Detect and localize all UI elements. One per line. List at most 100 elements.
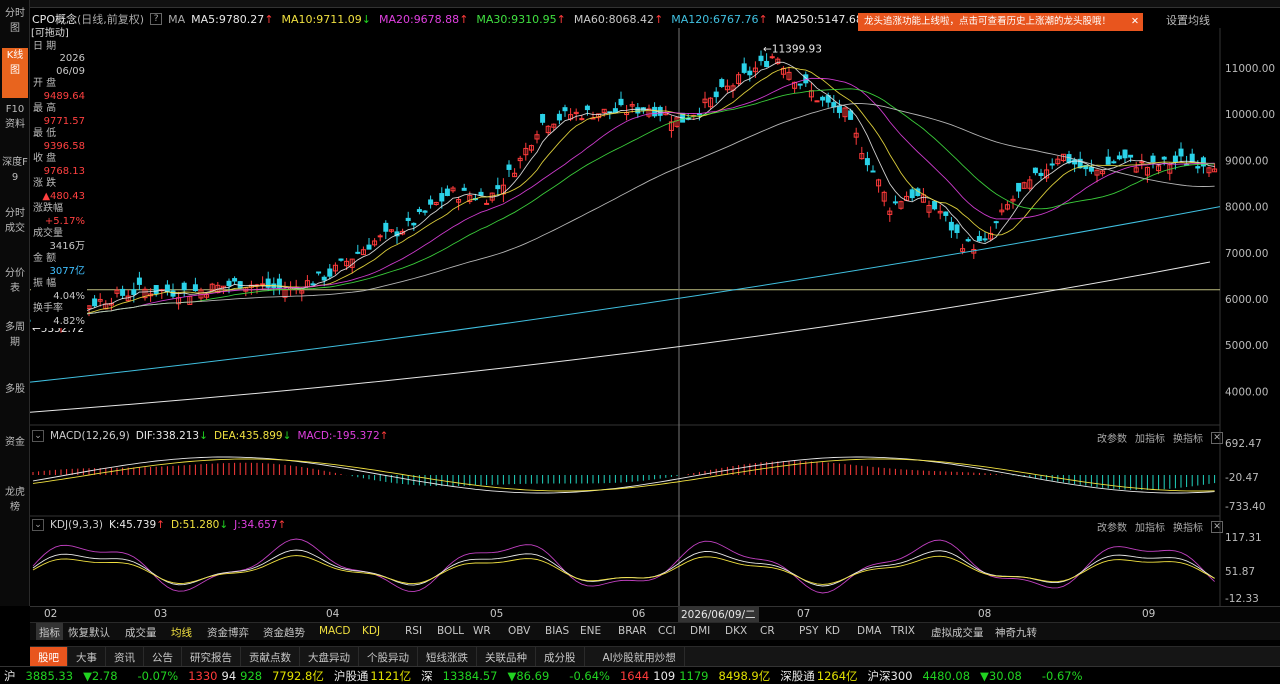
candle-body [400, 230, 406, 235]
candle-body [1072, 159, 1078, 165]
sidebar-item-8[interactable]: 资金 [5, 437, 25, 448]
candle-body [1206, 167, 1212, 174]
sz-index-label[interactable]: 深 [421, 668, 433, 683]
news-tab-6[interactable]: 大盘异动 [300, 647, 359, 666]
candle-body [674, 117, 680, 127]
indicator-tab-9[interactable]: BOLL [437, 625, 464, 637]
indicator-tab-17[interactable]: DKX [725, 625, 748, 637]
news-tab-4[interactable]: 研究报告 [182, 647, 241, 666]
set-ma-button[interactable]: 设置均线 [1166, 14, 1210, 27]
news-tab-7[interactable]: 个股异动 [359, 647, 418, 666]
news-tabs: 股吧 大事 资讯 公告 研究报告 贡献点数 大盘异动 个股异动 短线涨跌 关联品种 成分股 AI炒股就… [30, 646, 1280, 666]
change-params-button[interactable]: 改参数 [1097, 434, 1127, 445]
promo-banner[interactable]: 龙头追涨功能上线啦，点击可查看历史上涨潮的龙头股哦！ ✕ [858, 13, 1143, 31]
indicator-tab-22[interactable]: TRIX [891, 625, 915, 637]
news-tab-1[interactable]: 大事 [68, 647, 106, 666]
ai-assistant-tab[interactable]: AI炒股就用炒想 [585, 647, 685, 666]
candle-body [1044, 169, 1050, 179]
candle-body [265, 278, 271, 288]
indicator-tab-1[interactable]: 恢复默认 [68, 627, 110, 639]
macd-label[interactable]: MACD(12,26,9) [50, 430, 130, 442]
hs300-label[interactable]: 沪深300 [867, 668, 913, 683]
indicator-tab-20[interactable]: KD [825, 625, 840, 637]
help-icon[interactable]: ? [150, 13, 163, 25]
indicator-tab-13[interactable]: ENE [580, 625, 602, 637]
candle-body [1200, 157, 1206, 167]
news-tab-2[interactable]: 资讯 [106, 647, 144, 666]
candle-body [954, 224, 960, 233]
sidebar-item-0[interactable]: 分时图 [5, 8, 25, 34]
sidebar-item-5[interactable]: 分价表 [5, 268, 25, 294]
indicator-tab-23[interactable]: 虚拟成交量 [931, 627, 984, 639]
indicator-tab-6[interactable]: MACD [319, 625, 351, 637]
indicator-tab-14[interactable]: BRAR [618, 625, 647, 637]
sz-flat-count: 109 [653, 668, 676, 683]
indicator-tab-3[interactable]: 均线 [171, 627, 192, 639]
sidebar-item-3[interactable]: 深度F9 [2, 157, 28, 183]
sgt-label[interactable]: 深股通 [780, 668, 815, 683]
indicator-tab-21[interactable]: DMA [857, 625, 882, 637]
info-value: 2026 [59, 53, 85, 64]
close-icon[interactable]: ✕ [1211, 520, 1223, 533]
indicator-tab-19[interactable]: PSY [799, 625, 819, 637]
sidebar-item-9[interactable]: 龙虎榜 [5, 487, 25, 513]
indicator-tab-5[interactable]: 资金趋势 [263, 627, 305, 639]
indicator-tab-15[interactable]: CCI [658, 625, 676, 637]
swap-indicator-button[interactable]: 换指标 [1173, 434, 1203, 445]
date-axis[interactable]: 02 03 04 05 06 07 08 09 2026/06/09/二 [30, 606, 1280, 622]
news-tab-8[interactable]: 短线涨跌 [418, 647, 477, 666]
sidebar-item-1[interactable]: K线图 [2, 48, 28, 98]
indicator-tab-8[interactable]: RSI [405, 625, 423, 637]
candle-body [741, 63, 747, 73]
news-tab-10[interactable]: 成分股 [536, 647, 585, 666]
candlestick-chart[interactable]: 11000.00 10000.00 9000.00 8000.00 7000.00 600… [30, 28, 1280, 606]
close-icon[interactable]: ✕ [1131, 16, 1139, 27]
info-box[interactable]: [可拖动] 日 期 2026 06/09 开 盘 9489.64 最 高 9771.57 最 … [31, 28, 87, 328]
add-indicator-button[interactable]: 加指标 [1135, 523, 1165, 534]
candle-body [820, 96, 826, 101]
candle-body [898, 201, 904, 209]
candle-body [926, 204, 932, 213]
change-params-button[interactable]: 改参数 [1097, 523, 1127, 534]
candle-body [416, 209, 422, 213]
news-tab-9[interactable]: 关联品种 [477, 647, 536, 666]
news-tab-0[interactable]: 股吧 [30, 647, 68, 666]
indicator-tab-24[interactable]: 神奇九转 [995, 627, 1037, 639]
sidebar-item-2[interactable]: F10资料 [5, 104, 25, 130]
ma-values: MA5:9780.27↑ MA10:9711.09↓ MA20:9678.88↑ MA… [191, 13, 872, 26]
sidebar-item-7[interactable]: 多股 [5, 384, 25, 395]
indicator-tab-4[interactable]: 资金博弈 [207, 627, 249, 639]
indicator-tab-7[interactable]: KDJ [362, 625, 381, 637]
candle-body [601, 108, 607, 113]
ma-value-3: MA30:9310.95↑ [476, 12, 566, 26]
indicator-tab-2[interactable]: 成交量 [125, 627, 157, 639]
close-icon[interactable]: ✕ [1211, 431, 1223, 444]
indicator-tab-12[interactable]: BIAS [545, 625, 570, 637]
collapse-icon[interactable]: ⌄ [32, 430, 44, 442]
price-tick: 5000.00 [1225, 340, 1268, 352]
indicator-tab-16[interactable]: DMI [690, 625, 711, 637]
candle-body [338, 258, 344, 261]
indicator-tab-10[interactable]: WR [473, 625, 491, 637]
adjust-mode[interactable]: (日线,前复权) [76, 13, 145, 26]
sh-index-label[interactable]: 沪 [4, 668, 16, 683]
top-period-tabs[interactable] [30, 0, 1280, 8]
swap-indicator-button[interactable]: 换指标 [1173, 523, 1203, 534]
indicator-tab-11[interactable]: OBV [508, 625, 531, 637]
hgt-label[interactable]: 沪股通 [333, 668, 369, 683]
collapse-icon[interactable]: ⌄ [32, 519, 44, 531]
sidebar-item-4[interactable]: 分时成交 [5, 208, 25, 234]
kdj-label[interactable]: KDJ(9,3,3) [50, 519, 103, 531]
sidebar-item-6[interactable]: 多周期 [5, 322, 25, 348]
ma20-line [32, 77, 1215, 322]
add-indicator-button[interactable]: 加指标 [1135, 434, 1165, 445]
ma-value-1: MA10:9711.09↓ [281, 12, 371, 26]
news-tab-3[interactable]: 公告 [144, 647, 182, 666]
info-drag-title[interactable]: [可拖动] [31, 28, 69, 39]
indicator-tab-0[interactable]: 指标 [36, 623, 63, 640]
indicator-tab-18[interactable]: CR [760, 625, 775, 637]
stock-title[interactable]: CPO概念 [32, 13, 77, 26]
candle-body [310, 283, 316, 286]
news-tab-5[interactable]: 贡献点数 [241, 647, 300, 666]
banner-text[interactable]: 龙头追涨功能上线啦，点击可查看历史上涨潮的龙头股哦！ [864, 16, 1112, 27]
